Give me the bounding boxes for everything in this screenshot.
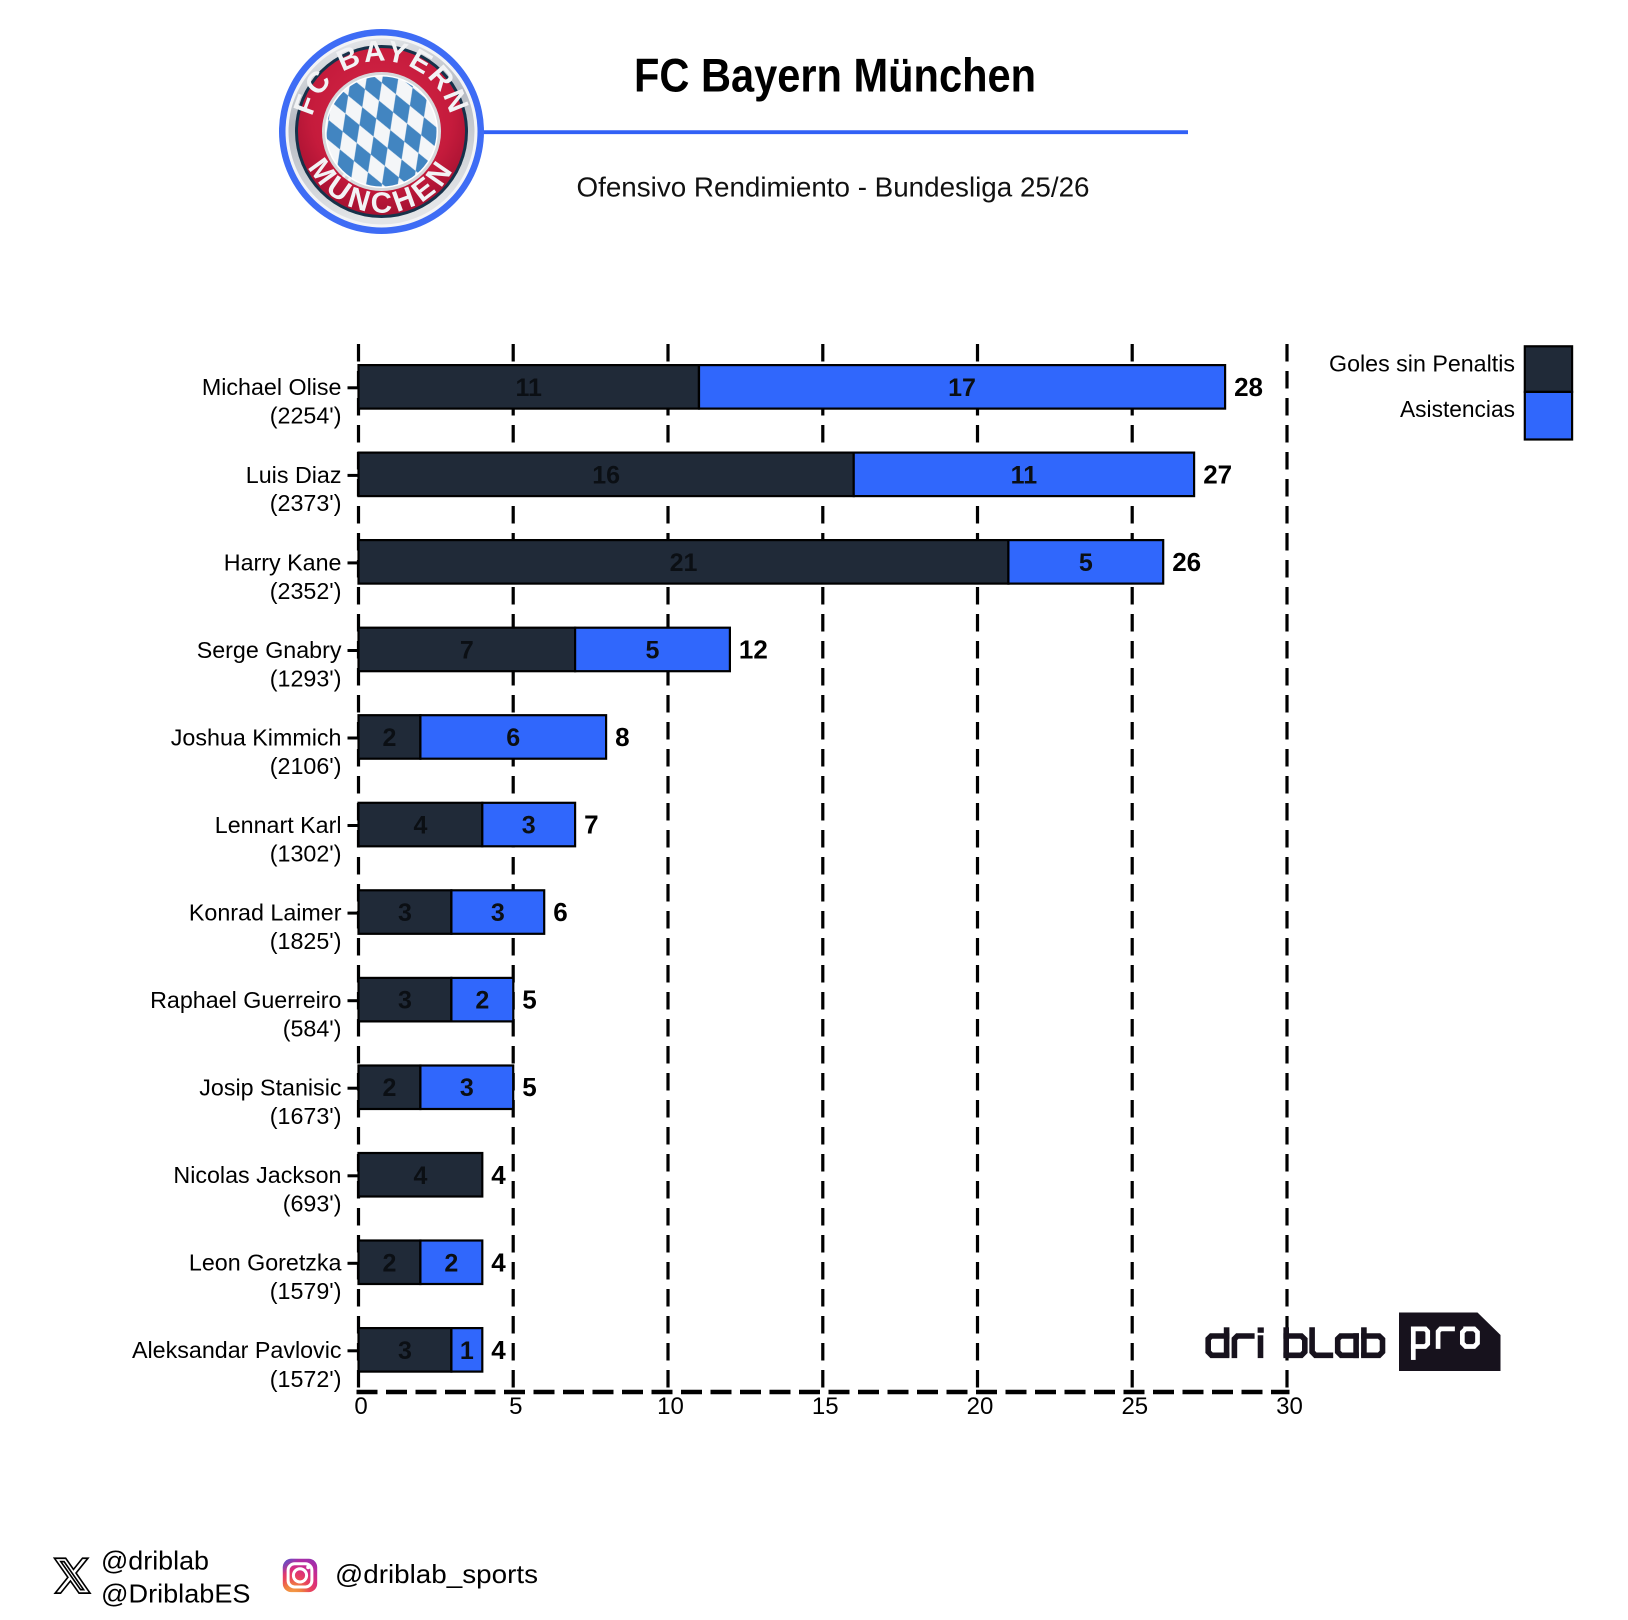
svg-text:Harry Kane: Harry Kane [224,549,342,575]
svg-text:8: 8 [615,722,629,752]
svg-text:Josip Stanisic: Josip Stanisic [199,1075,341,1101]
svg-text:4: 4 [491,1247,506,1277]
svg-text:3: 3 [398,899,412,927]
svg-text:@driblab_sports: @driblab_sports [335,1559,538,1589]
svg-text:6: 6 [553,897,567,927]
svg-text:Raphael Guerreiro: Raphael Guerreiro [150,987,341,1013]
svg-text:(1293'): (1293') [270,665,342,691]
svg-text:2: 2 [382,1249,396,1277]
svg-text:5: 5 [509,1393,522,1420]
svg-text:Asistencias: Asistencias [1400,396,1515,422]
svg-text:4: 4 [413,812,427,840]
svg-text:6: 6 [506,724,520,752]
svg-text:Leon Goretzka: Leon Goretzka [189,1250,343,1276]
svg-text:(2373'): (2373') [270,490,342,516]
svg-text:4: 4 [491,1160,506,1190]
svg-text:20: 20 [967,1393,994,1420]
svg-text:(2106'): (2106') [270,753,342,779]
svg-text:5: 5 [522,1072,536,1102]
svg-text:@DriblabES: @DriblabES [101,1579,251,1609]
svg-text:7: 7 [584,810,598,840]
svg-text:0: 0 [354,1393,367,1420]
svg-text:17: 17 [948,374,976,402]
svg-text:4: 4 [491,1335,506,1365]
svg-text:11: 11 [1011,461,1038,489]
svg-text:(693'): (693') [283,1191,342,1217]
svg-text:Konrad Laimer: Konrad Laimer [189,900,342,926]
svg-text:26: 26 [1172,547,1201,577]
svg-text:12: 12 [739,635,768,665]
svg-text:5: 5 [1079,549,1093,577]
svg-text:7: 7 [460,637,474,665]
svg-text:4: 4 [413,1162,427,1190]
svg-text:3: 3 [460,1074,474,1102]
svg-text:2: 2 [444,1249,458,1277]
svg-text:5: 5 [646,637,660,665]
svg-text:2: 2 [382,1074,396,1102]
svg-text:25: 25 [1121,1393,1148,1420]
svg-text:3: 3 [522,812,536,840]
svg-text:(1572'): (1572') [270,1366,342,1392]
svg-text:28: 28 [1234,372,1263,402]
svg-text:Lennart Karl: Lennart Karl [215,812,342,838]
svg-text:3: 3 [398,987,412,1015]
svg-text:2: 2 [382,724,396,752]
svg-text:(1673'): (1673') [270,1103,342,1129]
svg-text:Serge Gnabry: Serge Gnabry [197,637,342,663]
svg-text:Michael Olise: Michael Olise [202,374,342,400]
svg-text:Goles sin Penaltis: Goles sin Penaltis [1329,351,1515,377]
svg-text:Joshua Kimmich: Joshua Kimmich [171,724,342,750]
svg-text:21: 21 [670,549,698,577]
svg-text:16: 16 [592,461,620,489]
svg-text:Nicolas Jackson: Nicolas Jackson [173,1162,341,1188]
svg-text:1: 1 [460,1337,474,1365]
svg-text:@driblab: @driblab [101,1545,209,1575]
svg-text:(2352'): (2352') [270,578,342,604]
svg-text:30: 30 [1276,1393,1303,1420]
svg-text:10: 10 [657,1393,684,1420]
svg-text:3: 3 [491,899,505,927]
svg-text:(1825'): (1825') [270,928,342,954]
svg-text:Luis Diaz: Luis Diaz [246,462,342,488]
svg-text:2: 2 [475,987,489,1015]
svg-text:FC Bayern München: FC Bayern München [634,49,1036,102]
svg-text:(2254'): (2254') [270,403,342,429]
svg-text:11: 11 [515,374,542,402]
svg-text:Aleksandar Pavlovic: Aleksandar Pavlovic [132,1337,342,1363]
svg-text:(584'): (584') [283,1016,342,1042]
svg-text:5: 5 [522,985,536,1015]
svg-text:Ofensivo Rendimiento - Bundesl: Ofensivo Rendimiento - Bundesliga 25/26 [577,172,1090,203]
svg-text:(1579'): (1579') [270,1278,342,1304]
svg-text:3: 3 [398,1337,412,1365]
svg-text:27: 27 [1203,459,1232,489]
svg-text:(1302'): (1302') [270,840,342,866]
svg-text:15: 15 [812,1393,839,1420]
